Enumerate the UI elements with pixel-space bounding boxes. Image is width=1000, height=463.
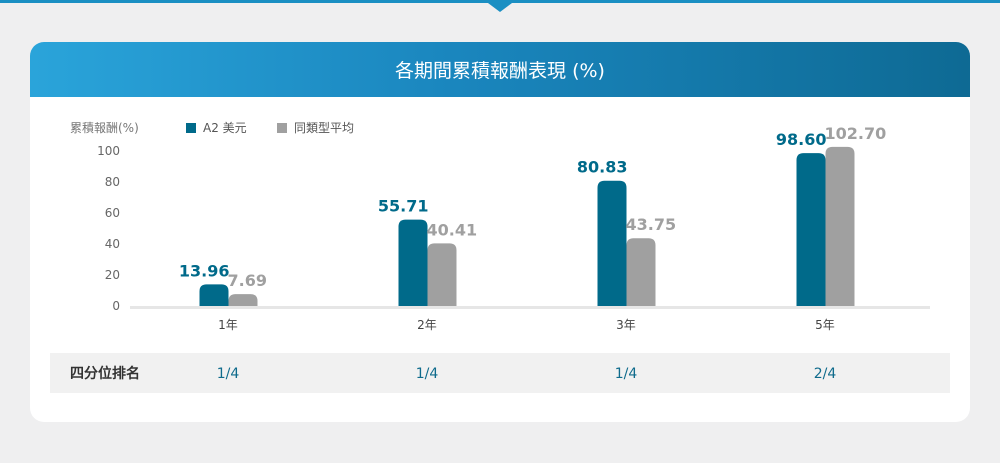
data-label-peer: 40.41	[427, 220, 478, 239]
bar-chart: 0 20 40 60 80 100 13.967.69 1年 55.71 40.41 2年 80.83…	[97, 124, 930, 332]
data-label-peer: 7.69	[228, 271, 267, 290]
legend-item-peer: 同類型平均	[277, 119, 354, 136]
quartile-rank-3y: 1/4	[614, 366, 638, 382]
data-label-peer: 102.70	[825, 124, 887, 143]
x-tick-label: 3年	[616, 318, 636, 332]
x-tick-label: 5年	[815, 318, 835, 332]
y-tick-label: 100	[97, 144, 120, 158]
y-tick-label: 0	[112, 299, 120, 313]
quartile-rank-5y: 2/4	[813, 366, 837, 382]
legend-swatch-a2	[186, 122, 196, 133]
card-title: 各期間累積報酬表現 (%)	[30, 42, 970, 97]
data-label-peer: 43.75	[626, 215, 677, 234]
quartile-rank-2y: 1/4	[415, 366, 439, 382]
bar-a2	[796, 153, 826, 306]
quartile-rank-1y: 1/4	[216, 366, 240, 382]
data-label-a2: 13.96	[179, 261, 230, 280]
data-label-a2: 98.60	[776, 130, 827, 149]
legend-item-a2: A2 美元	[186, 119, 247, 136]
top-notch-indicator	[488, 3, 512, 12]
bar-a2	[597, 180, 627, 306]
y-tick-label: 60	[105, 206, 120, 220]
x-axis-line	[130, 306, 930, 309]
quartile-ranking-row: 四分位排名 1/4 1/4 1/4 2/4	[50, 353, 950, 393]
performance-card: 各期間累積報酬表現 (%) 累積報酬(%) A2 美元 同類型平均 0 20 40 6…	[30, 42, 970, 422]
bar-peer	[626, 238, 656, 306]
y-tick-label: 80	[105, 175, 120, 189]
quartile-ranking-label: 四分位排名	[70, 366, 140, 382]
bar-a2	[398, 219, 428, 306]
x-tick-label: 2年	[417, 318, 437, 332]
data-label-a2: 55.71	[378, 197, 429, 216]
bar-a2	[199, 284, 229, 306]
data-label-a2: 80.83	[577, 158, 628, 177]
bar-peer	[825, 146, 855, 306]
y-axis-label: 累積報酬(%)	[70, 121, 139, 135]
y-tick-label: 20	[105, 268, 120, 282]
x-tick-label: 1年	[218, 318, 238, 332]
legend-label-a2: A2 美元	[203, 121, 247, 135]
top-rule	[0, 0, 1000, 3]
bar-peer	[427, 243, 457, 306]
legend-label-peer: 同類型平均	[294, 121, 355, 135]
bar-peer	[228, 294, 258, 306]
legend-swatch-peer	[277, 122, 287, 133]
y-tick-label: 40	[105, 237, 120, 251]
